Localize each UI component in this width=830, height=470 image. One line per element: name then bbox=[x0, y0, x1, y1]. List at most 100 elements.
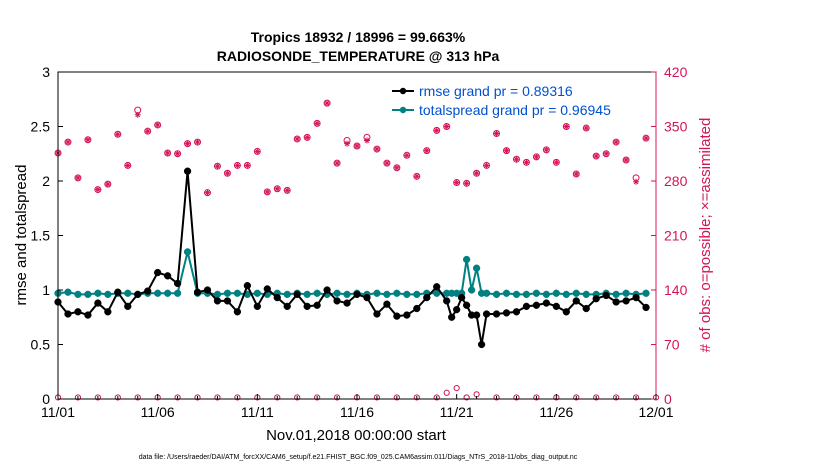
y-right-tick-label: 70 bbox=[664, 337, 680, 353]
rmse-point bbox=[532, 301, 541, 309]
totalspread-point bbox=[223, 289, 232, 297]
legend: rmse grand pr = 0.89316 totalspread gran… bbox=[392, 83, 611, 118]
rmse-point bbox=[223, 297, 232, 305]
obs-assimilated-point bbox=[224, 170, 231, 177]
y-axis-right-label: # of obs: o=possible; ×=assimilated bbox=[697, 118, 714, 353]
y-left-tick-label: 2.5 bbox=[31, 119, 51, 135]
axes: 0 0.5 1 1.5 2 2.5 3 0 70 140 210 280 350 420 11/01 11/0… bbox=[31, 64, 688, 420]
obs-assimilated-point bbox=[274, 185, 281, 192]
y-left-tick-label: 2 bbox=[42, 173, 50, 189]
x-axis-label: Nov.01,2018 00:00:00 start bbox=[266, 427, 447, 444]
totalspread-point bbox=[74, 290, 82, 299]
totalspread-point bbox=[492, 290, 501, 299]
obs-near-zero-point bbox=[294, 394, 301, 401]
obs-assimilated-point bbox=[144, 128, 151, 135]
totalspread-point bbox=[532, 289, 541, 297]
obs-assimilated-point bbox=[164, 149, 171, 156]
totalspread-point bbox=[582, 290, 590, 299]
rmse-point bbox=[253, 302, 261, 311]
totalspread-point bbox=[84, 290, 92, 299]
totalspread-point bbox=[154, 289, 162, 297]
rmse-point bbox=[492, 310, 501, 318]
rmse-point bbox=[273, 293, 281, 302]
obs-assimilated-point bbox=[304, 134, 311, 141]
totalspread-point bbox=[482, 289, 491, 297]
obs-assimilated-point bbox=[393, 164, 400, 171]
obs-assimilated-point bbox=[573, 170, 580, 177]
totalspread-point bbox=[467, 286, 476, 294]
legend-spread-marker bbox=[399, 106, 407, 114]
obs-assimilated-point bbox=[254, 148, 261, 155]
rmse-point bbox=[448, 313, 456, 321]
obs-near-zero-point bbox=[373, 394, 381, 401]
rmse-point bbox=[602, 291, 610, 300]
totalspread-point bbox=[642, 289, 650, 297]
totalspread-point bbox=[572, 289, 580, 297]
y-left-tick-label: 1.5 bbox=[31, 228, 51, 244]
obs-assimilated-point bbox=[174, 150, 181, 157]
rmse-point bbox=[572, 297, 580, 305]
totalspread-point bbox=[253, 289, 261, 297]
obs-assimilated-point bbox=[453, 179, 460, 186]
obs-assimilated-point bbox=[383, 160, 390, 167]
rmse-point bbox=[393, 312, 401, 320]
obs-assimilated-point bbox=[613, 139, 620, 146]
obs-assimilated-point bbox=[114, 131, 121, 138]
obs-assimilated-point bbox=[493, 130, 500, 137]
rmse-point bbox=[333, 297, 341, 305]
totalspread-point bbox=[373, 289, 381, 297]
obs-near-zero-point bbox=[533, 394, 540, 401]
obs-assimilated-point bbox=[583, 125, 590, 132]
rmse-point bbox=[562, 308, 570, 316]
rmse-point bbox=[592, 295, 600, 303]
obs-assimilated-point bbox=[214, 163, 221, 170]
obs-assimilated-point bbox=[533, 153, 540, 160]
obs-near-zero-point bbox=[194, 394, 201, 401]
totalspread-point bbox=[163, 289, 172, 297]
obs-assimilated-point bbox=[423, 147, 430, 154]
obs-assimilated-point bbox=[373, 146, 380, 153]
obs-near-zero-point bbox=[393, 394, 400, 401]
obs-assimilated-point bbox=[284, 187, 291, 194]
totalspread-point bbox=[462, 255, 471, 264]
chart-title: Tropics 18932 / 18996 = 99.663% bbox=[251, 29, 466, 45]
rmse-point bbox=[522, 302, 531, 311]
rmse-point bbox=[183, 167, 192, 175]
obs-near-zero-point bbox=[214, 394, 221, 401]
plot-background bbox=[58, 72, 656, 399]
obs-assimilated-point bbox=[84, 136, 91, 143]
obs-near-zero-point bbox=[94, 394, 101, 401]
rmse-point bbox=[144, 287, 152, 295]
chart-marks bbox=[54, 99, 660, 401]
rmse-point bbox=[323, 286, 331, 294]
obs-assimilated-point bbox=[443, 123, 450, 130]
totalspread-point bbox=[213, 290, 222, 299]
obs-near-zero-point bbox=[314, 394, 321, 401]
totalspread-point bbox=[403, 290, 411, 299]
y-right-tick-label: 140 bbox=[664, 282, 688, 298]
rmse-point bbox=[423, 293, 431, 302]
legend-rmse-label: rmse grand pr = 0.89316 bbox=[419, 83, 573, 99]
totalspread-point bbox=[472, 264, 481, 272]
y-axis-left-label: rmse and totalspread bbox=[13, 165, 30, 306]
obs-assimilated-point bbox=[433, 127, 440, 134]
rmse-point bbox=[458, 293, 466, 302]
rmse-point bbox=[482, 310, 491, 318]
totalspread-point bbox=[233, 289, 242, 297]
x-tick-label: 11/21 bbox=[440, 404, 474, 420]
rmse-point bbox=[203, 286, 212, 294]
totalspread-line bbox=[57, 251, 647, 296]
rmse-point bbox=[94, 299, 102, 307]
rmse-point bbox=[134, 290, 142, 299]
obs-assimilated-point bbox=[523, 159, 530, 166]
totalspread-point bbox=[562, 290, 570, 299]
rmse-point bbox=[163, 272, 172, 280]
obs-near-zero-point bbox=[114, 394, 121, 401]
obs-assimilated-point bbox=[363, 137, 370, 144]
y-left-tick-label: 3 bbox=[42, 64, 50, 80]
legend-rmse-marker bbox=[399, 87, 407, 95]
obs-assimilated-point bbox=[74, 174, 81, 181]
obs-assimilated-point bbox=[603, 150, 610, 157]
obs-near-zero-point bbox=[493, 394, 500, 401]
x-tick-label: 11/16 bbox=[340, 404, 374, 420]
